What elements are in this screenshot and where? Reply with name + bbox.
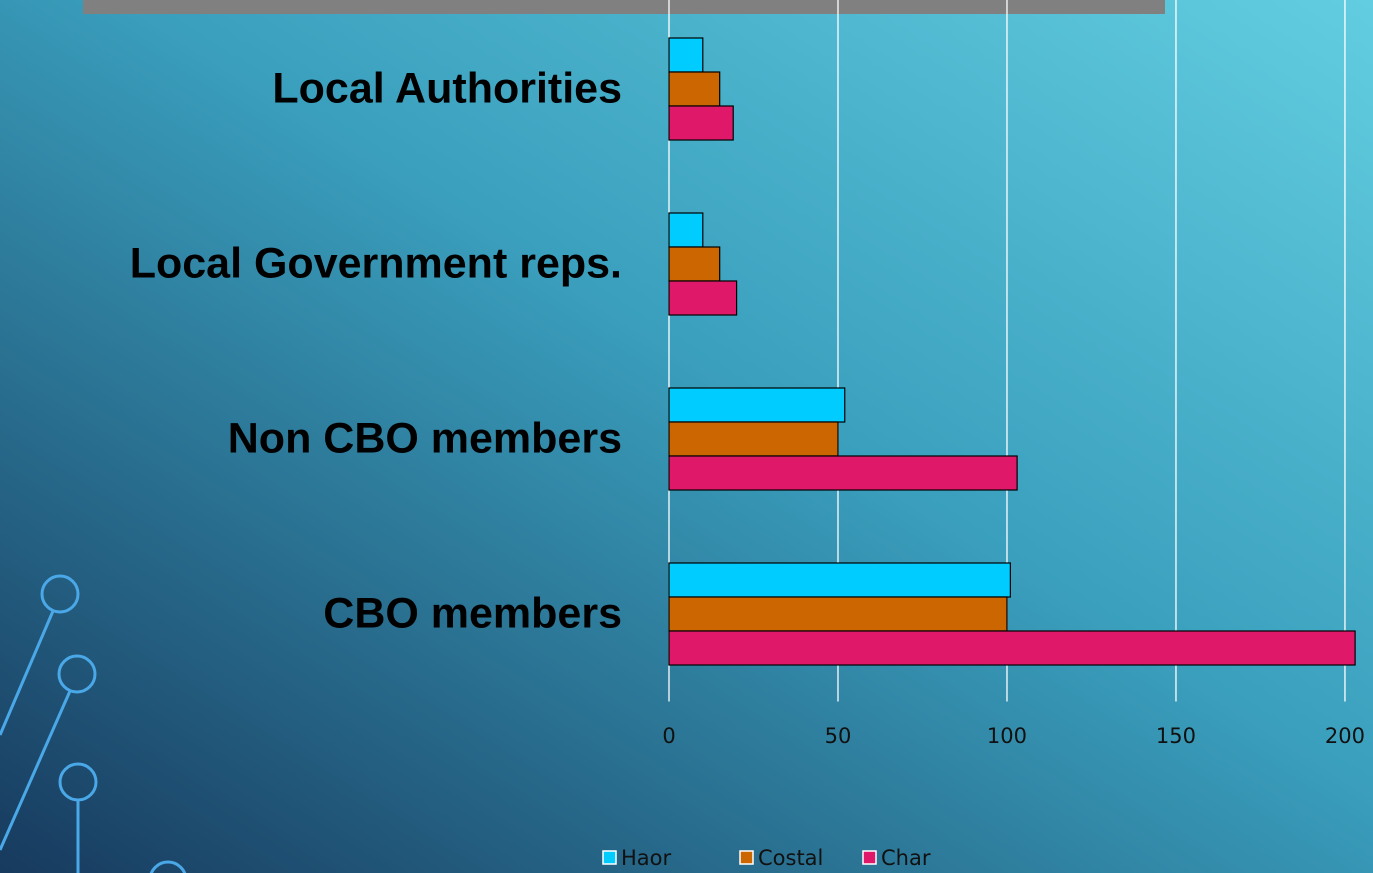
legend-swatch	[603, 851, 616, 864]
title-bar	[83, 0, 1165, 14]
x-tick-label: 0	[662, 724, 675, 748]
bar	[669, 597, 1007, 631]
x-tick-label: 50	[825, 724, 852, 748]
category-label: CBO members	[323, 589, 622, 637]
x-tick-label: 200	[1325, 724, 1365, 748]
bar	[669, 422, 838, 456]
category-label: Non CBO members	[228, 414, 622, 462]
legend: Haor Costal Char	[603, 846, 931, 870]
bar	[669, 106, 733, 140]
bar	[669, 388, 845, 422]
legend-swatch	[740, 851, 753, 864]
legend-swatch	[863, 851, 876, 864]
bar	[669, 38, 703, 72]
bar	[669, 72, 720, 106]
category-label: Local Authorities	[272, 64, 622, 112]
slide: 0 50 100 150 200 Local Authorities Local Gover…	[0, 0, 1373, 873]
bar	[669, 247, 720, 281]
bar	[669, 563, 1010, 597]
x-tick-label: 100	[987, 724, 1027, 748]
category-label: Local Government reps.	[130, 239, 622, 287]
bar	[669, 281, 737, 315]
bar	[669, 456, 1017, 490]
x-tick-label: 150	[1156, 724, 1196, 748]
bar	[669, 631, 1355, 665]
bar	[669, 213, 703, 247]
legend-label: Char	[881, 846, 931, 870]
legend-label: Costal	[758, 846, 823, 870]
legend-label: Haor	[621, 846, 672, 870]
